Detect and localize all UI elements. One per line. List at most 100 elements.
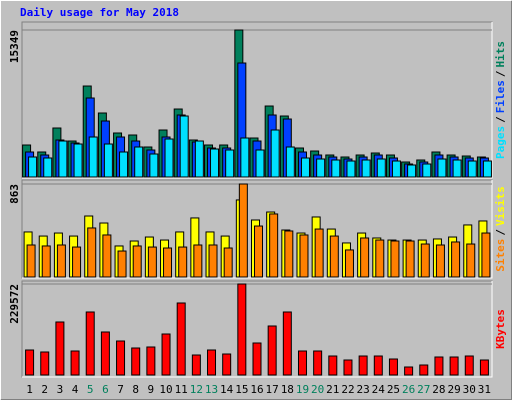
bar (238, 183, 248, 278)
y-tick-label: 229572 (8, 284, 21, 324)
bar (449, 356, 459, 376)
bar (223, 247, 233, 278)
bar (102, 234, 112, 278)
bar (240, 137, 250, 178)
x-tick-label: 30 (463, 383, 476, 396)
legend: Sites / Visits (494, 186, 507, 272)
bar (131, 347, 141, 376)
x-tick-label: 31 (478, 383, 491, 396)
bar (297, 350, 307, 376)
bar (360, 237, 370, 278)
bar (116, 340, 126, 376)
bar (191, 354, 201, 376)
bar (467, 160, 477, 178)
legend-separator: / (494, 70, 507, 77)
panel-edge (22, 22, 493, 179)
bar (164, 138, 174, 178)
x-tick-label: 2 (41, 383, 48, 396)
x-tick-label: 3 (57, 383, 64, 396)
bar (210, 148, 220, 178)
bar (466, 243, 476, 278)
x-tick-label: 8 (132, 383, 139, 396)
bar (388, 358, 398, 376)
bar (343, 359, 353, 376)
bar (178, 246, 188, 278)
legend-entry: Sites (494, 239, 507, 272)
bar (479, 359, 489, 376)
bar (328, 355, 338, 376)
bar (267, 325, 277, 376)
bar (437, 158, 447, 178)
bar (252, 342, 262, 376)
bar (344, 249, 354, 278)
chart-title: Daily usage for May 2018 (20, 6, 179, 19)
bar (313, 350, 323, 376)
bar (481, 232, 491, 278)
x-tick-label: 13 (205, 383, 218, 396)
x-tick-label: 9 (148, 383, 155, 396)
bar (331, 159, 341, 178)
bar (55, 321, 65, 376)
bar (41, 245, 51, 278)
bar (420, 243, 430, 278)
bar (163, 247, 173, 278)
bar (284, 230, 294, 278)
bar (435, 244, 445, 278)
bar (237, 283, 247, 376)
bar (103, 143, 113, 178)
bar (391, 160, 401, 178)
bar (358, 355, 368, 376)
legend-entry: Hits (494, 41, 507, 68)
legend: Pages / Files / Hits (494, 41, 507, 159)
bar (176, 302, 186, 376)
x-tick-label: 28 (432, 383, 445, 396)
legend-entry: KBytes (494, 309, 507, 349)
bar (146, 346, 156, 376)
x-tick-label: 21 (326, 383, 339, 396)
x-tick-label: 25 (387, 383, 400, 396)
bar (405, 240, 415, 278)
x-tick-label: 17 (266, 383, 279, 396)
bar (26, 244, 36, 278)
legend-entry: Pages (494, 126, 507, 159)
bar (132, 245, 142, 278)
bar (70, 350, 80, 376)
bar (134, 146, 144, 178)
x-tick-label: 19 (296, 383, 309, 396)
bar (434, 356, 444, 376)
bar (299, 234, 309, 278)
bar (100, 331, 110, 376)
bar (482, 160, 492, 178)
bar (147, 246, 157, 278)
legend-separator: / (494, 229, 507, 236)
bar (149, 153, 159, 178)
x-tick-label: 11 (175, 383, 188, 396)
bar (73, 143, 83, 178)
x-tick-label: 24 (372, 383, 386, 396)
x-tick-label: 15 (235, 383, 248, 396)
x-tick-label: 27 (417, 383, 430, 396)
x-tick-label: 5 (87, 383, 94, 396)
bar (193, 244, 203, 278)
bar (179, 115, 189, 178)
bar (346, 160, 356, 178)
bar (207, 349, 217, 376)
bar (43, 157, 53, 178)
x-tick-label: 23 (357, 383, 370, 396)
x-tick-label: 18 (281, 383, 294, 396)
legend: KBytes (494, 309, 507, 349)
x-tick-label: 22 (341, 383, 354, 396)
bar (222, 353, 232, 376)
bar (375, 239, 385, 278)
bar (270, 129, 280, 178)
bar (422, 163, 432, 178)
x-tick-label: 14 (220, 383, 234, 396)
x-tick-label: 4 (72, 383, 79, 396)
legend-separator: / (494, 116, 507, 123)
bar (464, 355, 474, 376)
bar (161, 333, 171, 376)
bar (404, 366, 414, 376)
y-tick-label: 15349 (8, 30, 21, 63)
